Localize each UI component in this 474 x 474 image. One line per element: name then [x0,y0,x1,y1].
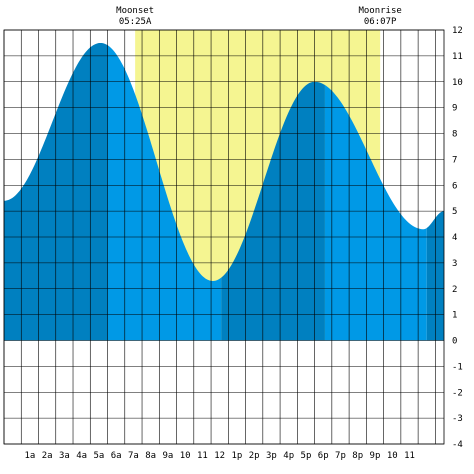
moon-event-time: 06:07P [364,17,397,27]
y-tick-label: 11 [452,52,463,62]
x-tick-label: 9p [370,451,381,461]
y-tick-label: 0 [452,337,457,347]
x-tick-label: 5p [301,451,312,461]
y-tick-label: -1 [452,362,463,372]
tide-area-day [107,45,222,341]
moon-event-label: Moonrise [358,6,401,16]
y-tick-label: 10 [452,78,463,88]
y-tick-label: 9 [452,104,457,114]
moon-event-label: Moonset [116,6,154,16]
y-tick-label: 3 [452,259,457,269]
x-tick-label: 4a [76,451,87,461]
x-tick-label: 12 [214,451,225,461]
x-tick-label: 7p [335,451,346,461]
x-tick-label: 8a [145,451,156,461]
y-tick-label: -2 [452,388,463,398]
x-tick-label: 8p [352,451,363,461]
y-tick-label: 6 [452,181,457,191]
x-tick-label: 11 [404,451,415,461]
y-tick-label: 2 [452,285,457,295]
x-tick-label: 6p [318,451,329,461]
plot-border [3,29,445,445]
y-tick-label: -3 [452,414,463,424]
x-tick-label: 7a [128,451,139,461]
x-tick-label: 11 [197,451,208,461]
x-tick-label: 3a [59,451,70,461]
x-tick-label: 2p [249,451,260,461]
y-tick-label: 12 [452,26,463,36]
x-tick-label: 1a [24,451,35,461]
y-tick-label: 4 [452,233,457,243]
tide-area-day [324,85,427,341]
x-tick-label: 6a [111,451,122,461]
x-tick-label: 1p [232,451,243,461]
y-tick-label: -4 [452,440,463,450]
x-tick-label: 10 [180,451,191,461]
y-tick-label: 5 [452,207,457,217]
y-tick-label: 7 [452,155,457,165]
x-tick-label: 10 [387,451,398,461]
x-tick-label: 4p [283,451,294,461]
y-tick-label: 1 [452,311,457,321]
x-tick-label: 3p [266,451,277,461]
moon-event-time: 05:25A [119,17,152,27]
x-tick-label: 9a [162,451,173,461]
x-tick-label: 2a [42,451,53,461]
x-tick-label: 5a [93,451,104,461]
y-tick-label: 8 [452,130,457,140]
